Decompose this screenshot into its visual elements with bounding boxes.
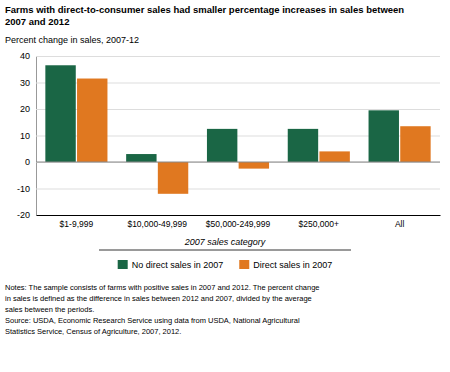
title: Farms with direct-to-consumer sales had …: [5, 4, 404, 15]
y-tick-label: 30: [20, 78, 30, 88]
bar: [369, 110, 399, 162]
legend-swatch: [239, 260, 249, 269]
x-tick-label: $10,000-49,999: [127, 219, 187, 229]
x-tick: All: [395, 215, 405, 229]
series: [45, 65, 399, 162]
legend-label: No direct sales in 2007: [132, 260, 224, 270]
legend-swatch: [118, 260, 128, 269]
bar: [319, 151, 349, 162]
y-tick-label: -10: [17, 184, 30, 194]
y-tick-label: 10: [20, 131, 30, 141]
x-axis-label: 2007 sales category: [184, 237, 266, 247]
title: 2007 and 2012: [5, 16, 69, 27]
bars: [45, 65, 430, 194]
y-tick: -10: [17, 184, 440, 194]
x-tick: $1-9,999: [60, 215, 94, 229]
note: Statistics Service, Census of Agricultur…: [5, 327, 181, 336]
y-axis-label: Percent change in sales, 2007-12: [5, 35, 139, 45]
legend-item: No direct sales in 2007: [118, 260, 224, 270]
x-tick: $10,000-49,999: [127, 215, 187, 229]
bar: [45, 65, 75, 162]
note: sales between the periods.: [5, 305, 94, 314]
legend: No direct sales in 2007 Direct sales in 2…: [118, 260, 333, 270]
y-axis: -20 -10 0 10 20 30 40: [17, 51, 440, 220]
x-axis: $1-9,999 $10,000-49,999 $50,000-249,999 $25…: [37, 215, 441, 229]
bar: [400, 126, 430, 162]
y-tick-label: 20: [20, 104, 30, 114]
x-tick: $250,000+: [299, 215, 339, 229]
legend-item: Direct sales in 2007: [239, 260, 332, 270]
y-tick-label: -20: [17, 210, 30, 220]
plot: -20 -10 0 10 20 30 40 $1-9,999 $10,000-49,999 $50…: [17, 51, 441, 229]
y-tick-label: 40: [20, 51, 30, 61]
y-tick-label: 0: [25, 157, 30, 167]
x-tick-label: All: [395, 219, 405, 229]
grid-line: [36, 56, 440, 57]
series: [77, 79, 431, 194]
x-tick: $50,000-249,999: [206, 215, 271, 229]
note: Notes: The sample consists of farms with…: [5, 283, 319, 292]
x-tick-label: $50,000-249,999: [206, 219, 271, 229]
bar: [207, 129, 237, 162]
x-tick-label: $1-9,999: [60, 219, 94, 229]
grid-line: [36, 189, 440, 190]
bar: [288, 129, 318, 162]
bar: [126, 154, 156, 162]
chart: Farms with direct-to-consumer sales had …: [0, 0, 450, 372]
note: Source: USDA, Economic Research Service …: [5, 316, 300, 325]
x-axis-line: [37, 215, 441, 216]
bar: [77, 79, 107, 162]
bar: [158, 162, 188, 194]
x-tick-label: $250,000+: [299, 219, 339, 229]
note: in sales is defined as the difference in…: [5, 294, 312, 303]
x-label-underline: [99, 250, 351, 251]
grid-line: [36, 215, 440, 216]
legend-label: Direct sales in 2007: [253, 260, 332, 270]
y-tick: 40: [20, 51, 440, 61]
bar: [239, 162, 269, 169]
grid-line: [36, 162, 440, 163]
zero-line: [36, 162, 440, 163]
